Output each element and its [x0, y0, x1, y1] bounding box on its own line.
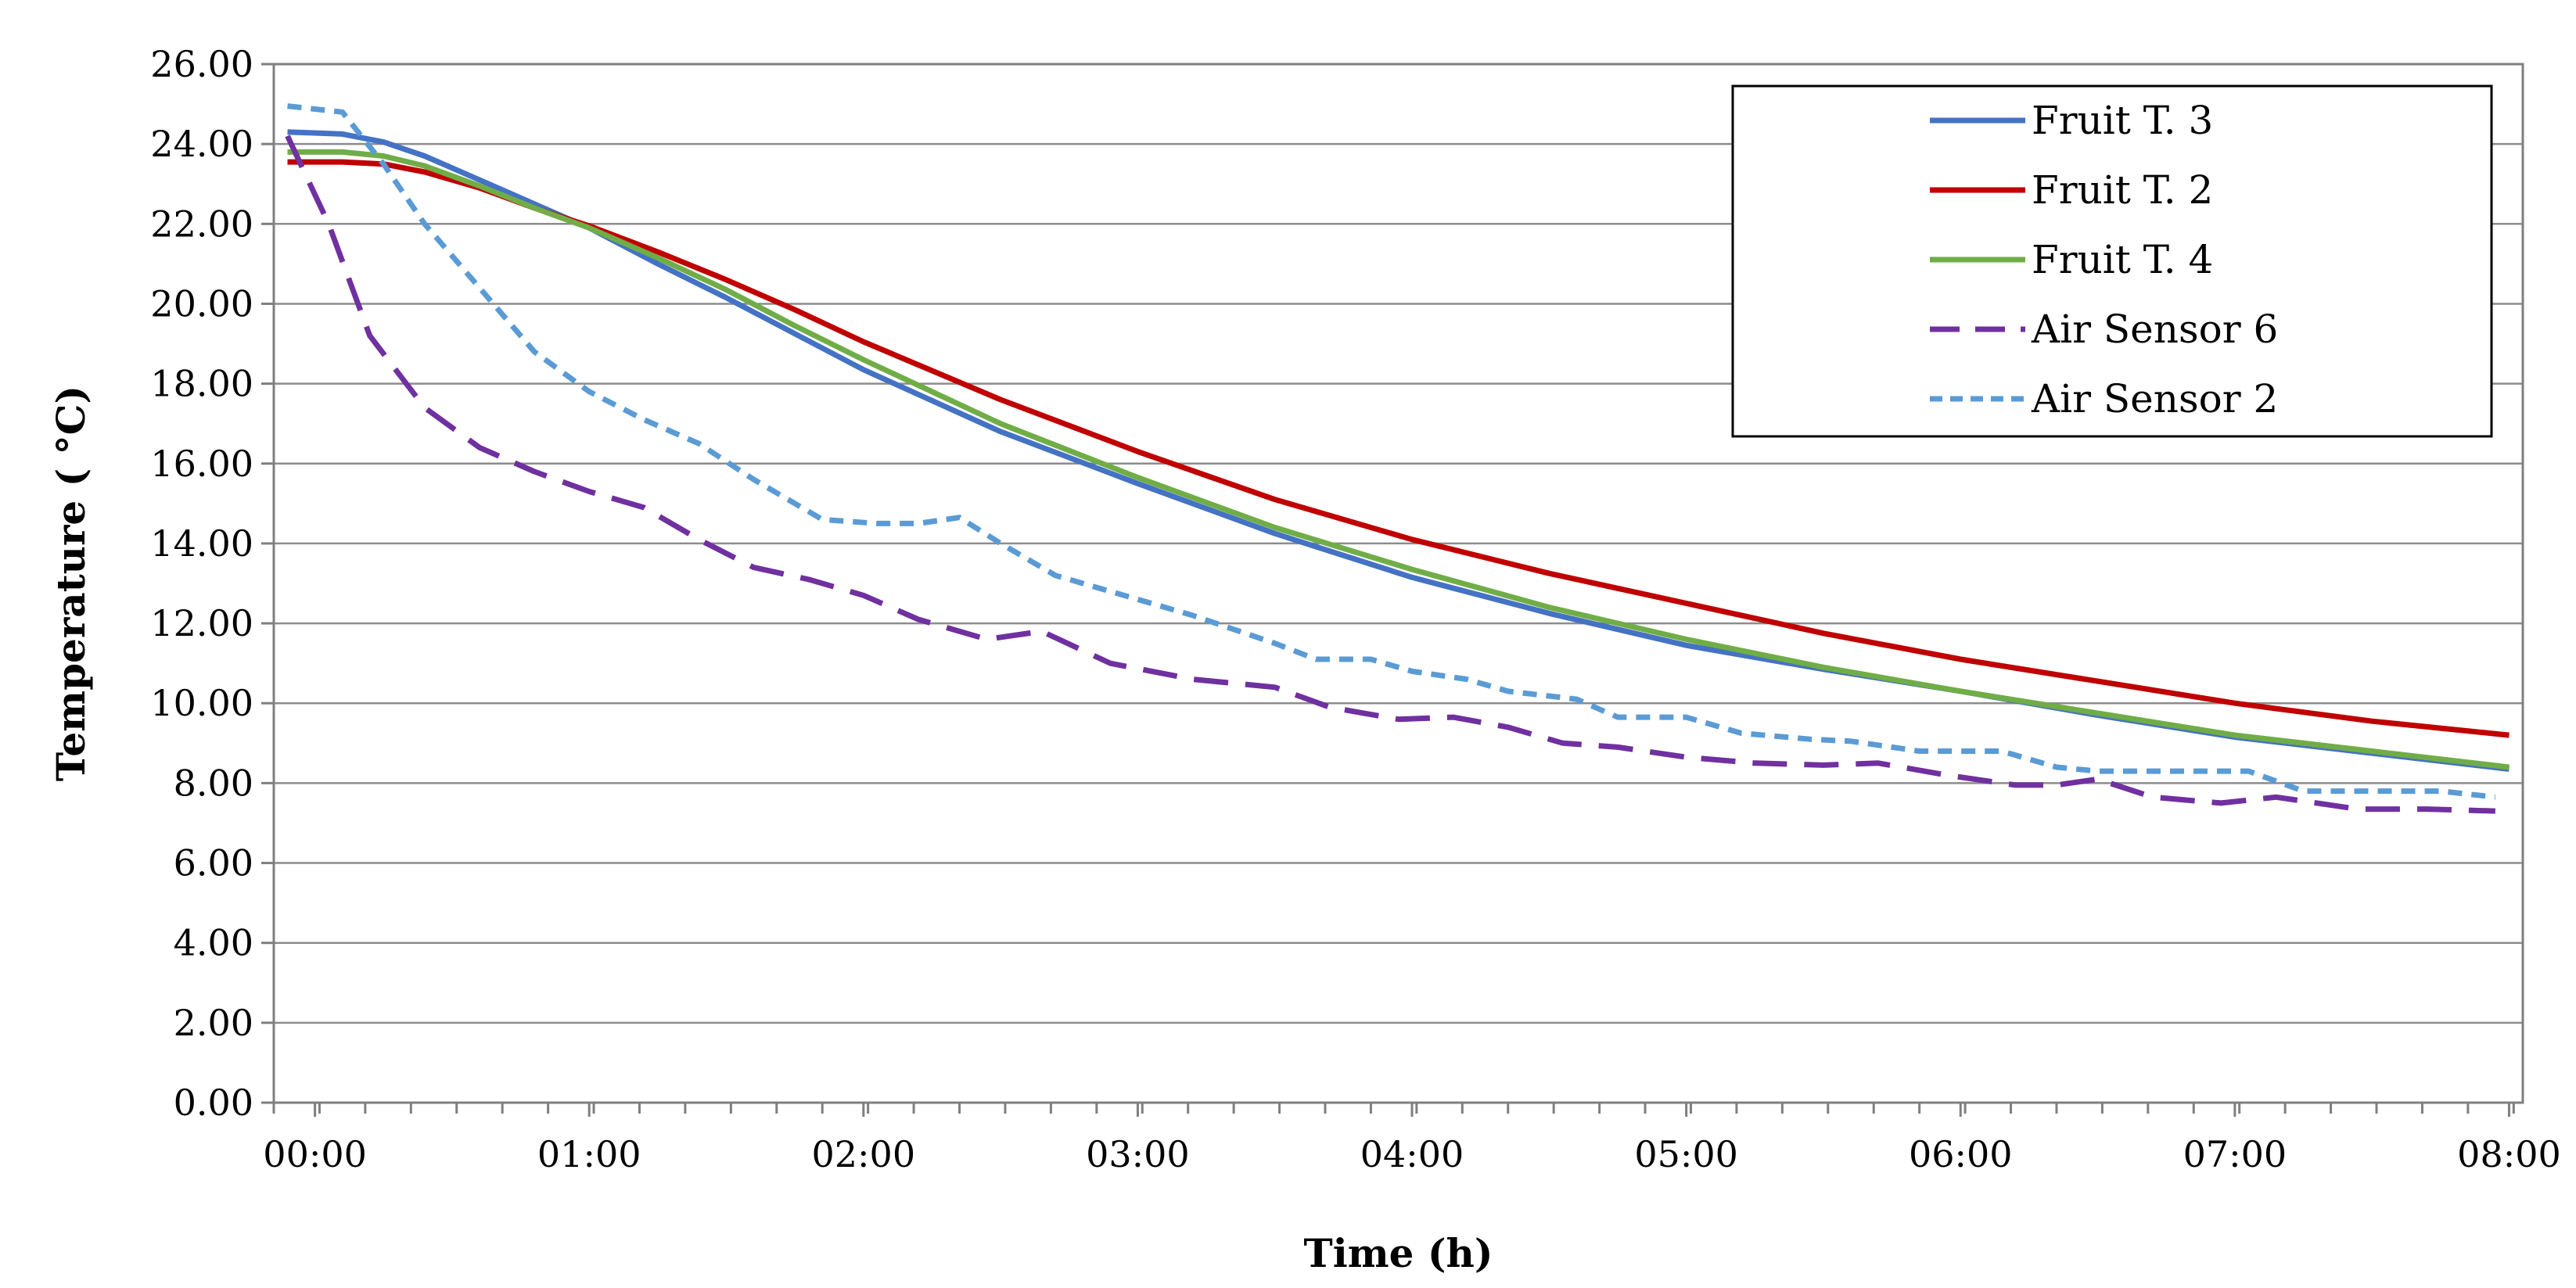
series-lines — [285, 103, 2510, 814]
y-tick-label-6: 12.00 — [150, 602, 253, 644]
y-tick-label-5: 10.00 — [150, 682, 253, 724]
y-axis-ticks: 0.00 2.00 4.00 6.00 8.00 10.00 12.00 14.00 16.00… — [150, 43, 274, 1124]
y-tick-label-13: 26.00 — [150, 43, 253, 85]
x-tick-label-4: 04:00 — [1360, 1133, 1464, 1175]
legend-label-4: Air Sensor 2 — [2031, 376, 2278, 422]
x-tick-label-8: 08:00 — [2457, 1133, 2561, 1175]
series-line-4 — [287, 103, 2496, 800]
legend: Fruit T. 3 Fruit T. 2 Fruit T. 4 Air Sensor… — [1731, 84, 2493, 438]
legend-items: Fruit T. 3 Fruit T. 2 Fruit T. 4 Air Sensor… — [1930, 98, 2278, 422]
legend-label-2: Fruit T. 4 — [2032, 237, 2213, 282]
y-axis-title: Temperature ( °C) — [48, 386, 94, 781]
y-tick-label-1: 2.00 — [174, 1002, 253, 1044]
x-tick-label-7: 07:00 — [2183, 1133, 2287, 1175]
y-tick-label-12: 24.00 — [150, 123, 253, 165]
x-axis-ticks: 00:00 01:00 02:00 03:00 04:00 05:00 06:00 07:00… — [263, 1103, 2561, 1175]
y-tick-label-3: 6.00 — [174, 842, 253, 884]
x-tick-label-0: 00:00 — [263, 1133, 367, 1175]
x-tick-label-5: 05:00 — [1634, 1133, 1738, 1175]
y-tick-label-2: 4.00 — [174, 922, 253, 964]
series-line-1 — [287, 159, 2510, 738]
y-tick-label-9: 18.00 — [150, 363, 253, 405]
series-line-2 — [287, 149, 2510, 770]
legend-label-0: Fruit T. 3 — [2032, 98, 2213, 143]
x-tick-label-3: 03:00 — [1086, 1133, 1190, 1175]
x-axis-title: Time (h) — [1304, 1230, 1493, 1276]
y-tick-label-0: 0.00 — [174, 1082, 253, 1124]
y-tick-label-7: 14.00 — [150, 522, 253, 565]
legend-box — [1731, 84, 2493, 438]
series-line-3 — [285, 135, 2495, 814]
plot-area-frame — [272, 63, 2524, 1104]
x-tick-label-6: 06:00 — [1909, 1133, 2013, 1175]
x-tick-label-1: 01:00 — [537, 1133, 641, 1175]
y-tick-label-11: 22.00 — [150, 203, 253, 245]
y-tick-label-10: 20.00 — [150, 282, 253, 325]
y-tick-label-8: 16.00 — [150, 443, 253, 485]
x-tick-label-2: 02:00 — [812, 1133, 916, 1175]
legend-label-1: Fruit T. 2 — [2032, 167, 2213, 213]
legend-label-3: Air Sensor 6 — [2031, 307, 2278, 352]
y-tick-label-4: 8.00 — [174, 762, 253, 804]
